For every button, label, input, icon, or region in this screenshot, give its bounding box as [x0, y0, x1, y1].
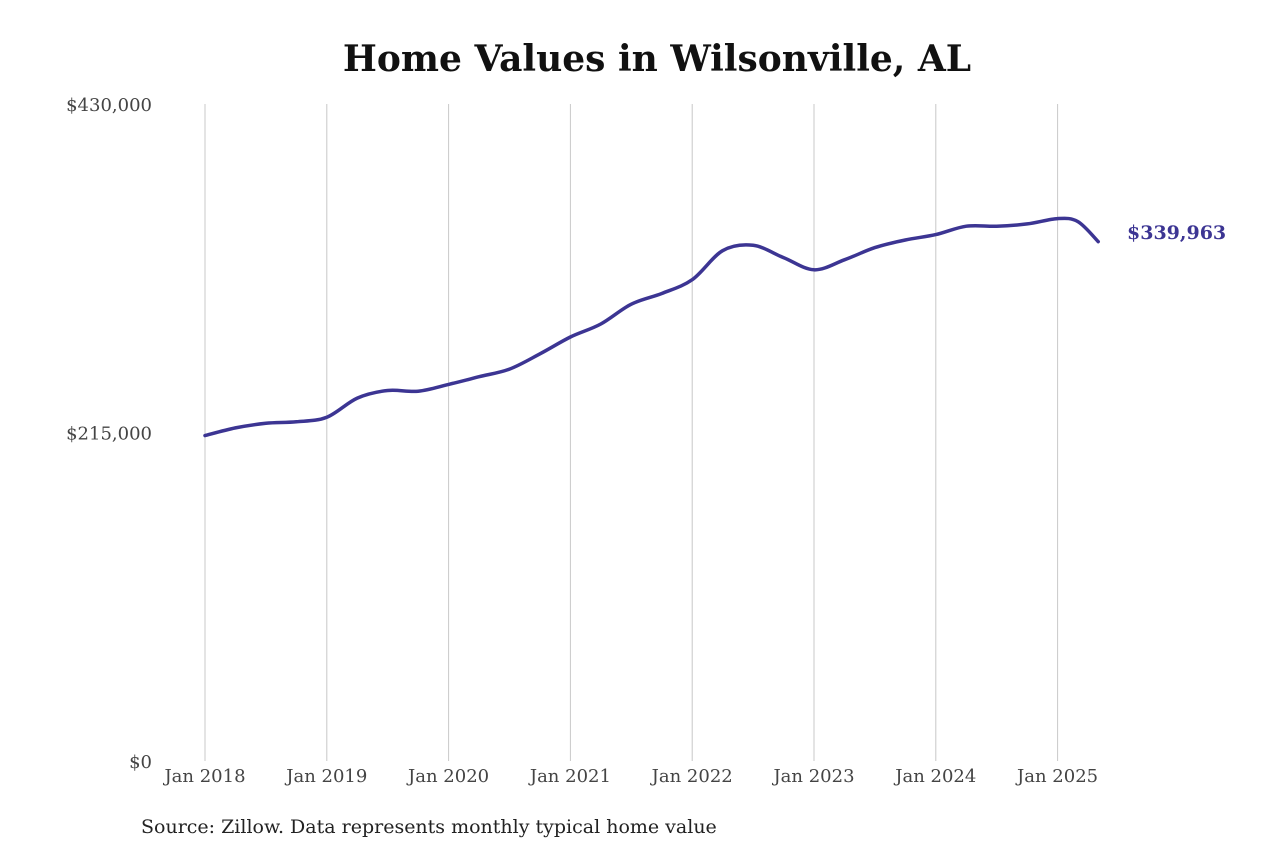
y-tick-label: $0	[129, 752, 152, 773]
x-tick-label: Jan 2023	[771, 766, 854, 787]
tick-layer: Jan 2018 Jan 2019 Jan 2020 Jan 2021 Jan 2022…	[66, 95, 1098, 787]
source-note: Source: Zillow. Data represents monthly …	[141, 816, 717, 838]
y-tick-label: $215,000	[66, 424, 152, 445]
x-tick-label: Jan 2022	[650, 766, 733, 787]
x-tick-label: Jan 2025	[1015, 766, 1098, 787]
end-value-label: $339,963	[1127, 222, 1226, 244]
x-tick-label: Jan 2024	[893, 766, 976, 787]
grid-layer	[204, 104, 1059, 761]
y-tick-label: $430,000	[66, 95, 152, 116]
x-tick-label: Jan 2019	[284, 766, 367, 787]
x-tick-label: Jan 2018	[162, 766, 245, 787]
x-tick-label: Jan 2020	[406, 766, 489, 787]
series-line	[203, 216, 1100, 438]
chart-title: Home Values in Wilsonville, AL	[342, 38, 972, 80]
label-layer: $339,963	[1127, 222, 1226, 244]
series-layer	[203, 216, 1100, 438]
x-tick-label: Jan 2021	[528, 766, 611, 787]
